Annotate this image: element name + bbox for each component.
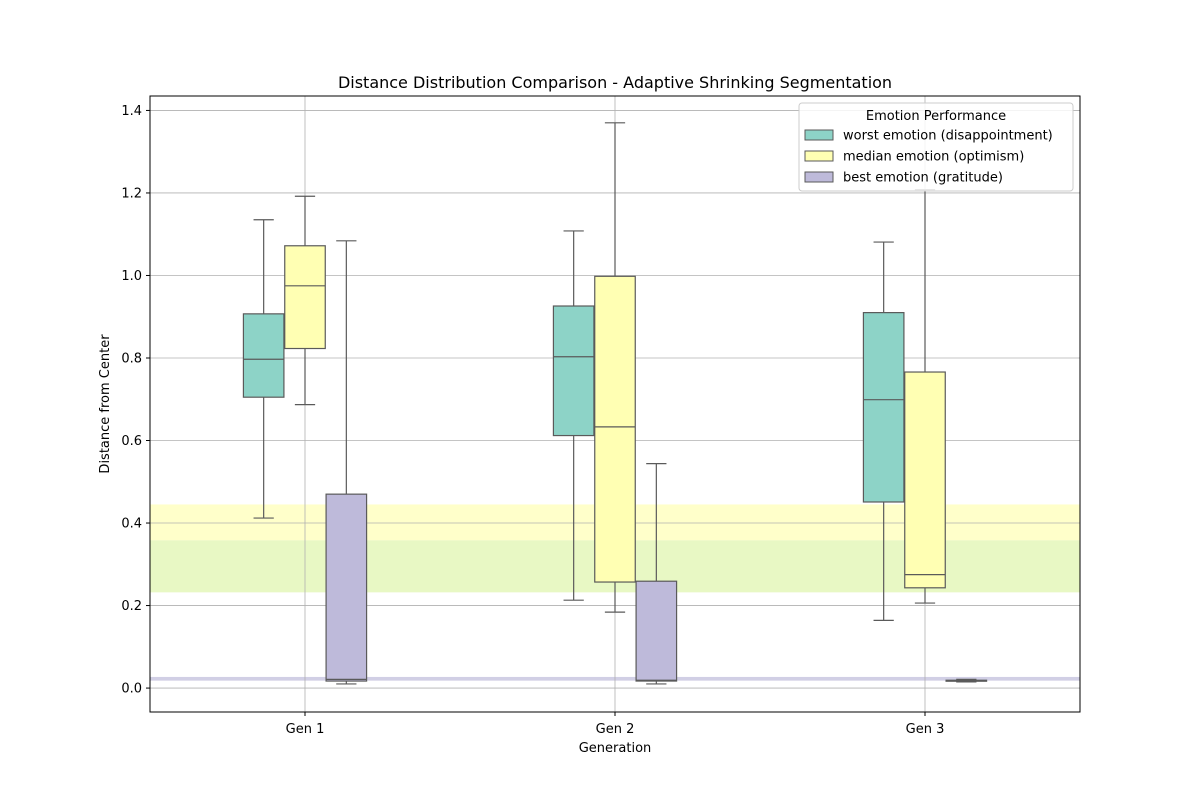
box-2-gen-3: [904, 189, 946, 604]
x-tick-label-2: Gen 3: [906, 722, 945, 737]
y-tick-label-6: 1.2: [121, 186, 142, 201]
legend-label-2: best emotion (gratitude): [843, 171, 1003, 186]
x-tick-label-0: Gen 1: [286, 722, 325, 737]
y-tick-label-3: 0.6: [121, 434, 142, 449]
legend-label-1: median emotion (optimism): [843, 150, 1024, 165]
box-1-gen-3: [862, 241, 905, 622]
chart-title: Distance Distribution Comparison - Adapt…: [338, 73, 892, 92]
box-body: [325, 493, 368, 682]
box-body: [242, 313, 285, 398]
legend: Emotion Performance worst emotion (disap…: [798, 102, 1074, 192]
box-1-gen-1: [242, 219, 285, 519]
box-3-gen-1: [325, 240, 368, 685]
y-tick-label-7: 1.4: [121, 104, 142, 119]
y-tick-label-1: 0.2: [121, 599, 142, 614]
box-body: [904, 371, 946, 589]
x-axis-label: Generation: [579, 741, 652, 756]
box-body: [552, 305, 595, 437]
x-tick-label-1: Gen 2: [596, 722, 635, 737]
x-axis: Gen 1 Gen 2 Gen 3: [286, 712, 945, 737]
legend-swatch-0: [804, 129, 834, 141]
box-3-gen-3: [945, 678, 988, 683]
y-axis-label: Distance from Center: [98, 334, 113, 474]
legend-label-0: worst emotion (disappointment): [843, 129, 1053, 144]
box-body: [594, 275, 636, 583]
y-tick-label-0: 0.0: [121, 682, 142, 697]
box-2-gen-1: [284, 195, 326, 406]
legend-frame: [798, 102, 1074, 192]
box-series: [242, 122, 988, 685]
y-tick-label-2: 0.4: [121, 517, 142, 532]
legend-swatch-2: [804, 171, 834, 183]
box-1-gen-2: [552, 230, 595, 601]
box-body: [284, 245, 326, 350]
y-tick-label-5: 1.0: [121, 269, 142, 284]
legend-swatch-1: [804, 150, 834, 162]
box-3-gen-2: [635, 463, 678, 685]
box-body: [862, 312, 905, 503]
legend-title: Emotion Performance: [866, 109, 1006, 124]
box-body: [635, 580, 678, 682]
y-axis: 0.0 0.2 0.4 0.6 0.8 1.0 1.2 1.4: [121, 104, 150, 697]
box-2-gen-2: [594, 122, 636, 613]
y-tick-label-4: 0.8: [121, 351, 142, 366]
